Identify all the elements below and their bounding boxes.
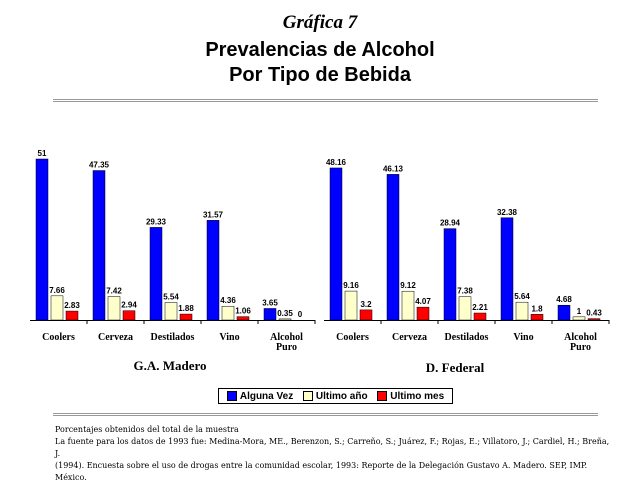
data-label: 5.54 — [163, 293, 179, 302]
data-label: 47.35 — [89, 161, 110, 170]
data-label: 0 — [298, 310, 303, 319]
bar — [329, 167, 343, 321]
data-label: 29.33 — [146, 217, 167, 226]
data-label: 9.16 — [343, 281, 359, 290]
legend-label: Ultimo año — [315, 390, 368, 402]
bar — [122, 310, 136, 321]
data-label: 31.57 — [203, 210, 224, 219]
data-label: 0.43 — [586, 309, 602, 318]
category-label: Puro — [276, 342, 297, 353]
legend-swatch-ultimo-ano — [302, 391, 313, 401]
legend-item-ultimo-mes: Ultimo mes — [377, 391, 444, 402]
data-label: 1.06 — [235, 307, 251, 316]
bar — [344, 290, 358, 321]
data-label: 46.13 — [383, 164, 404, 173]
data-label: 7.42 — [106, 287, 122, 296]
data-label: 2.83 — [64, 301, 80, 310]
bar — [359, 309, 373, 321]
category-label: Alcohol — [564, 332, 597, 343]
bar — [557, 304, 571, 321]
bar — [500, 217, 514, 321]
bar — [107, 296, 121, 321]
bar — [263, 308, 277, 321]
bar — [50, 295, 64, 321]
category-label: Puro — [570, 342, 591, 353]
bar — [530, 314, 544, 321]
note-line: (1994). Encuesta sobre el uso de drogas … — [55, 461, 588, 482]
category-label: Destilados — [445, 332, 489, 343]
bar — [416, 306, 430, 321]
bottom-divider — [53, 413, 598, 416]
data-label: 51 — [38, 149, 47, 158]
bar — [473, 312, 487, 321]
note-line: Porcentajes obtenidos del total de la mu… — [55, 425, 239, 434]
bar — [443, 228, 457, 321]
category-label: Destilados — [151, 332, 195, 343]
bar — [221, 305, 235, 321]
data-label: 1 — [577, 307, 582, 316]
bar — [515, 301, 529, 321]
group-label: D. Federal — [426, 360, 485, 375]
legend-label: Ultimo mes — [390, 390, 445, 402]
data-label: 2.94 — [121, 301, 137, 310]
data-label: 7.38 — [457, 287, 473, 296]
bar — [587, 318, 601, 321]
data-label: 1.88 — [178, 304, 194, 313]
legend-swatch-ultimo-mes — [377, 391, 388, 401]
bar-chart: 51 7.66 2.83 Coolers 47.35 7.42 2.94 Cerveza 29.… — [30, 149, 610, 375]
bar — [92, 170, 106, 321]
bar — [206, 220, 220, 321]
data-label: 1.8 — [531, 304, 543, 313]
data-label: 7.66 — [49, 286, 65, 295]
bar — [278, 318, 292, 321]
category-label: Coolers — [336, 332, 369, 343]
data-label: 32.38 — [497, 208, 518, 217]
bar — [179, 313, 193, 321]
category-label: Alcohol — [270, 332, 303, 343]
bar — [386, 174, 400, 321]
legend-item-alguna-vez: Alguna Vez — [226, 390, 294, 402]
category-label: Vino — [219, 332, 239, 343]
chart-title-line1: Prevalencias de Alcohol — [205, 39, 435, 61]
bar — [458, 296, 472, 321]
category-label: Vino — [513, 332, 533, 343]
top-divider — [53, 99, 598, 102]
category-label: Cerveza — [392, 332, 427, 343]
bar — [572, 316, 586, 321]
chart-title-line2: Por Tipo de Bebida — [229, 64, 411, 86]
legend-swatch-alguna-vez — [226, 391, 237, 401]
bar — [164, 302, 178, 321]
category-label: Coolers — [42, 332, 75, 343]
legend: Alguna Vez Ultimo año Ultimo mes — [218, 388, 453, 404]
bar — [236, 316, 250, 321]
data-label: 5.64 — [514, 292, 530, 301]
source-notes: Porcentajes obtenidos del total de la mu… — [55, 424, 615, 484]
bar — [35, 158, 49, 321]
legend-item-ultimo-ano: Ultimo año — [302, 390, 368, 402]
bar — [65, 310, 79, 321]
figure-number: Gráfica 7 — [282, 12, 358, 33]
group-label: G.A. Madero — [133, 358, 206, 373]
data-label: 4.36 — [220, 296, 236, 305]
chart-heading: Gráfica 7 Prevalencias de Alcohol Por Ti… — [0, 12, 640, 88]
data-label: 2.21 — [472, 303, 488, 312]
data-label: 9.12 — [400, 281, 416, 290]
data-label: 3.65 — [262, 298, 278, 307]
bar — [401, 290, 415, 321]
data-label: 48.16 — [326, 158, 347, 167]
category-label: Cerveza — [98, 332, 133, 343]
data-label: 4.68 — [556, 295, 572, 304]
data-label: 4.07 — [415, 297, 431, 306]
legend-label: Alguna Vez — [239, 390, 294, 402]
data-label: 0.35 — [277, 309, 293, 318]
note-line: La fuente para los datos de 1993 fue: Me… — [55, 437, 610, 458]
data-label: 3.2 — [360, 300, 372, 309]
data-label: 28.94 — [440, 219, 461, 228]
bar — [149, 227, 163, 321]
